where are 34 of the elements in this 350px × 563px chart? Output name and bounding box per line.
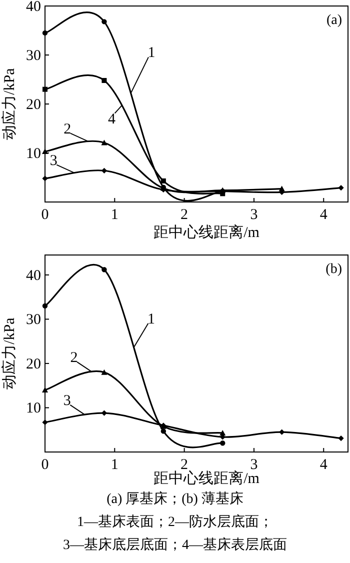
y-tick: 40 [26,0,41,15]
panel-label: (b) [326,262,342,277]
caption: 3—基床底层底面；4—基床表层底面 [63,538,287,553]
x-tick: 1 [110,457,118,473]
x-tick: 1 [110,207,118,223]
x-label: 距中心线距离/m [154,471,260,487]
series-label: 2 [70,350,78,366]
y-tick: 20 [26,97,41,113]
x-tick: 4 [320,457,328,473]
x-tick: 4 [320,207,328,223]
x-tick: 3 [250,207,258,223]
x-tick: 3 [250,457,258,473]
y-tick: 30 [26,312,41,328]
series-label: 1 [147,311,155,328]
caption: (a) 厚基床；(b) 薄基床 [106,492,244,507]
y-tick: 20 [26,356,41,372]
series-label: 1 [148,45,156,62]
series-label: 3 [63,392,71,409]
series-label: 2 [64,121,72,138]
x-tick: 2 [180,457,188,473]
series-label: 4 [108,111,116,128]
x-tick: 0 [41,207,49,223]
y-tick: 10 [26,400,41,417]
y-tick: 10 [26,146,41,162]
series-label: 3 [50,152,58,169]
y-label: 动应力/kPa [2,68,18,140]
x-label: 距中心线距离/m [154,225,260,241]
panel-label: (a) [326,13,342,28]
x-tick: 2 [180,207,188,223]
x-tick: 0 [41,457,49,473]
y-label: 动应力/kPa [2,318,18,390]
y-tick: 30 [26,48,41,64]
caption: 1—基床表面；2—防水层底面； [77,515,273,530]
y-tick: 40 [26,268,41,284]
